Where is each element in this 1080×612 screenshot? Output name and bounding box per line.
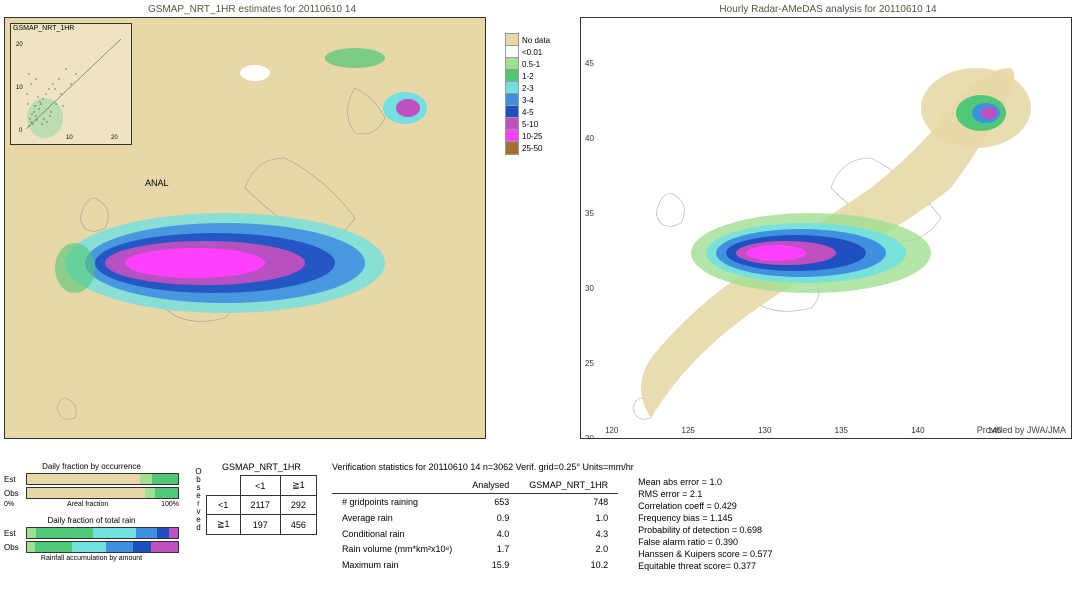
color-legend: No data<0.010.5-11-22-33-44-55-1010-2525… [505, 34, 560, 154]
stats-row: # gridpoints raining653748 [332, 493, 618, 509]
inset-scatter-svg: 20 10 0 10 20 [11, 34, 131, 144]
map-left-title: GSMAP_NRT_1HR estimates for 20110610 14 [4, 4, 500, 15]
bar-row: Est [4, 527, 179, 539]
occurrence-bars: Daily fraction by occurrence EstObs 0%Ar… [4, 462, 179, 508]
metric-line: RMS error = 2.1 [638, 489, 772, 499]
metric-line: Hanssen & Kuipers score = 0.577 [638, 549, 772, 559]
bar-row: Obs [4, 541, 179, 553]
verification-stats: Verification statistics for 20110610 14 … [332, 462, 1076, 573]
stats-header: Verification statistics for 20110610 14 … [332, 462, 1076, 472]
svg-text:140: 140 [911, 426, 925, 435]
occurrence-title: Daily fraction by occurrence [4, 462, 179, 471]
svg-text:130: 130 [758, 426, 772, 435]
contingency-table: <1≧1 <12117292 ≧1197456 [206, 475, 317, 535]
svg-text:25: 25 [585, 359, 594, 368]
totalrain-bars: Daily fraction of total rain EstObs Rain… [4, 516, 179, 562]
svg-text:30: 30 [585, 284, 594, 293]
svg-text:45: 45 [585, 59, 594, 68]
svg-text:20: 20 [111, 135, 118, 141]
svg-text:35: 35 [585, 209, 594, 218]
svg-text:0: 0 [19, 128, 23, 134]
ct-cell: 456 [280, 515, 316, 535]
ct-cell: 197 [240, 515, 280, 535]
stats-row: Rain volume (mm*km²x10⁸)1.72.0 [332, 541, 618, 557]
stats-row: Conditional rain4.04.3 [332, 526, 618, 542]
svg-text:120: 120 [605, 426, 619, 435]
metric-line: Correlation coeff = 0.429 [638, 501, 772, 511]
totalrain-title: Daily fraction of total rain [4, 516, 179, 525]
svg-text:10: 10 [66, 135, 73, 141]
svg-text:125: 125 [682, 426, 696, 435]
map-right-title: Hourly Radar-AMeDAS analysis for 2011061… [580, 4, 1076, 15]
bar-row: Est [4, 473, 179, 485]
svg-text:20: 20 [585, 434, 594, 438]
metric-line: False alarm ratio = 0.390 [638, 537, 772, 547]
stats-metrics: Mean abs error = 1.0 RMS error = 2.1 Corre… [638, 477, 772, 573]
gsmap-estimate-panel: GSMAP_NRT_1HR estimates for 20110610 14 [4, 4, 500, 454]
svg-text:135: 135 [835, 426, 849, 435]
stats-row: Average rain0.91.0 [332, 510, 618, 526]
contingency-title: GSMAP_NRT_1HR [206, 462, 317, 472]
inset-title: GSMAP_NRT_1HR [13, 25, 74, 32]
contingency-vlabel: Observed [194, 467, 203, 531]
fraction-bars: Daily fraction by occurrence EstObs 0%Ar… [4, 462, 179, 562]
map-left-frame: GSMAP_NRT_1HR 20100 1 [4, 17, 486, 439]
bar-row: Obs [4, 487, 179, 499]
svg-text:40: 40 [585, 134, 594, 143]
radar-amedas-panel: Hourly Radar-AMeDAS analysis for 2011061… [580, 4, 1076, 454]
svg-text:20: 20 [16, 42, 23, 48]
metric-line: Equitable threat score= 0.377 [638, 561, 772, 571]
map-right-frame: 120125130135140145202530354045 Provided … [580, 17, 1072, 439]
metric-line: Mean abs error = 1.0 [638, 477, 772, 487]
contingency-section: Observed GSMAP_NRT_1HR <1≧1 <12117292 ≧1… [194, 462, 317, 535]
metric-line: Frequency bias = 1.145 [638, 513, 772, 523]
ct-cell: 292 [280, 496, 316, 515]
map-right-svg: 120125130135140145202530354045 [581, 18, 1071, 438]
stats-comparison-table: AnalysedGSMAP_NRT_1HR # gridpoints raini… [332, 477, 618, 573]
svg-text:10: 10 [16, 85, 23, 91]
inset-scatter: GSMAP_NRT_1HR 20100 1 [10, 23, 132, 145]
ct-cell: 2117 [240, 496, 280, 515]
metric-line: Probability of detection = 0.698 [638, 525, 772, 535]
inset-anal-label: ANAL [145, 178, 169, 188]
provided-label: Provided by JWA/JMA [977, 425, 1066, 435]
legend-row: 25-50 [505, 142, 560, 154]
stats-row: Maximum rain15.910.2 [332, 557, 618, 573]
